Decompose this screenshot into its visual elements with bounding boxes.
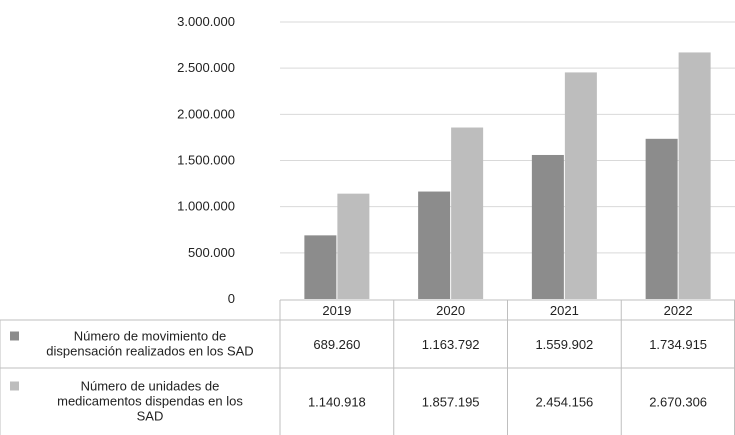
legend-label: SAD — [137, 409, 164, 424]
bar-2021-series-2 — [564, 72, 597, 299]
data-table-value: 1.734.915 — [649, 337, 707, 352]
y-tick-label: 0 — [228, 291, 235, 306]
legend-swatch — [10, 381, 19, 391]
bar-2019-series-1 — [304, 235, 337, 299]
data-table: 2019 2020 2021 2022 Número de movimiento ded… — [0, 299, 735, 435]
bar-2022-series-2 — [678, 52, 711, 300]
data-table-value: 2.670.306 — [649, 395, 707, 410]
legend-label: Número de unidades de — [81, 379, 220, 394]
y-tick-label: 3.000.000 — [177, 14, 235, 29]
legend-label: Número de movimiento de — [74, 329, 226, 344]
bars — [304, 52, 711, 300]
data-table-value: 1.140.918 — [308, 395, 366, 410]
bar-2019-series-2 — [337, 193, 370, 299]
data-table-value: 1.857.195 — [422, 395, 480, 410]
y-tick-label: 1.500.000 — [177, 153, 235, 168]
category-label: 2019 — [322, 303, 351, 318]
data-table-value: 689.260 — [313, 337, 360, 352]
data-table-value: 1.163.792 — [422, 337, 480, 352]
y-tick-label: 1.000.000 — [177, 199, 235, 214]
legend-label: medicamentos dispendas en los — [57, 394, 243, 409]
category-label: 2022 — [664, 303, 693, 318]
y-tick-label: 500.000 — [188, 245, 235, 260]
bar-2021-series-1 — [531, 154, 564, 299]
legend-label: dispensación realizados en los SAD — [46, 344, 253, 359]
category-label: 2021 — [550, 303, 579, 318]
bar-2020-series-1 — [418, 191, 451, 299]
data-table-value: 1.559.902 — [535, 337, 593, 352]
category-label: 2020 — [436, 303, 465, 318]
data-table-value: 2.454.156 — [535, 395, 593, 410]
y-tick-label: 2.000.000 — [177, 106, 235, 121]
y-axis-tick-labels: 0 500.000 1.000.000 1.500.000 2.000.000 2.500… — [177, 14, 235, 306]
bar-2022-series-1 — [645, 138, 678, 299]
y-tick-label: 2.500.000 — [177, 60, 235, 75]
legend-swatch — [10, 331, 19, 341]
bar-2020-series-2 — [451, 127, 484, 299]
